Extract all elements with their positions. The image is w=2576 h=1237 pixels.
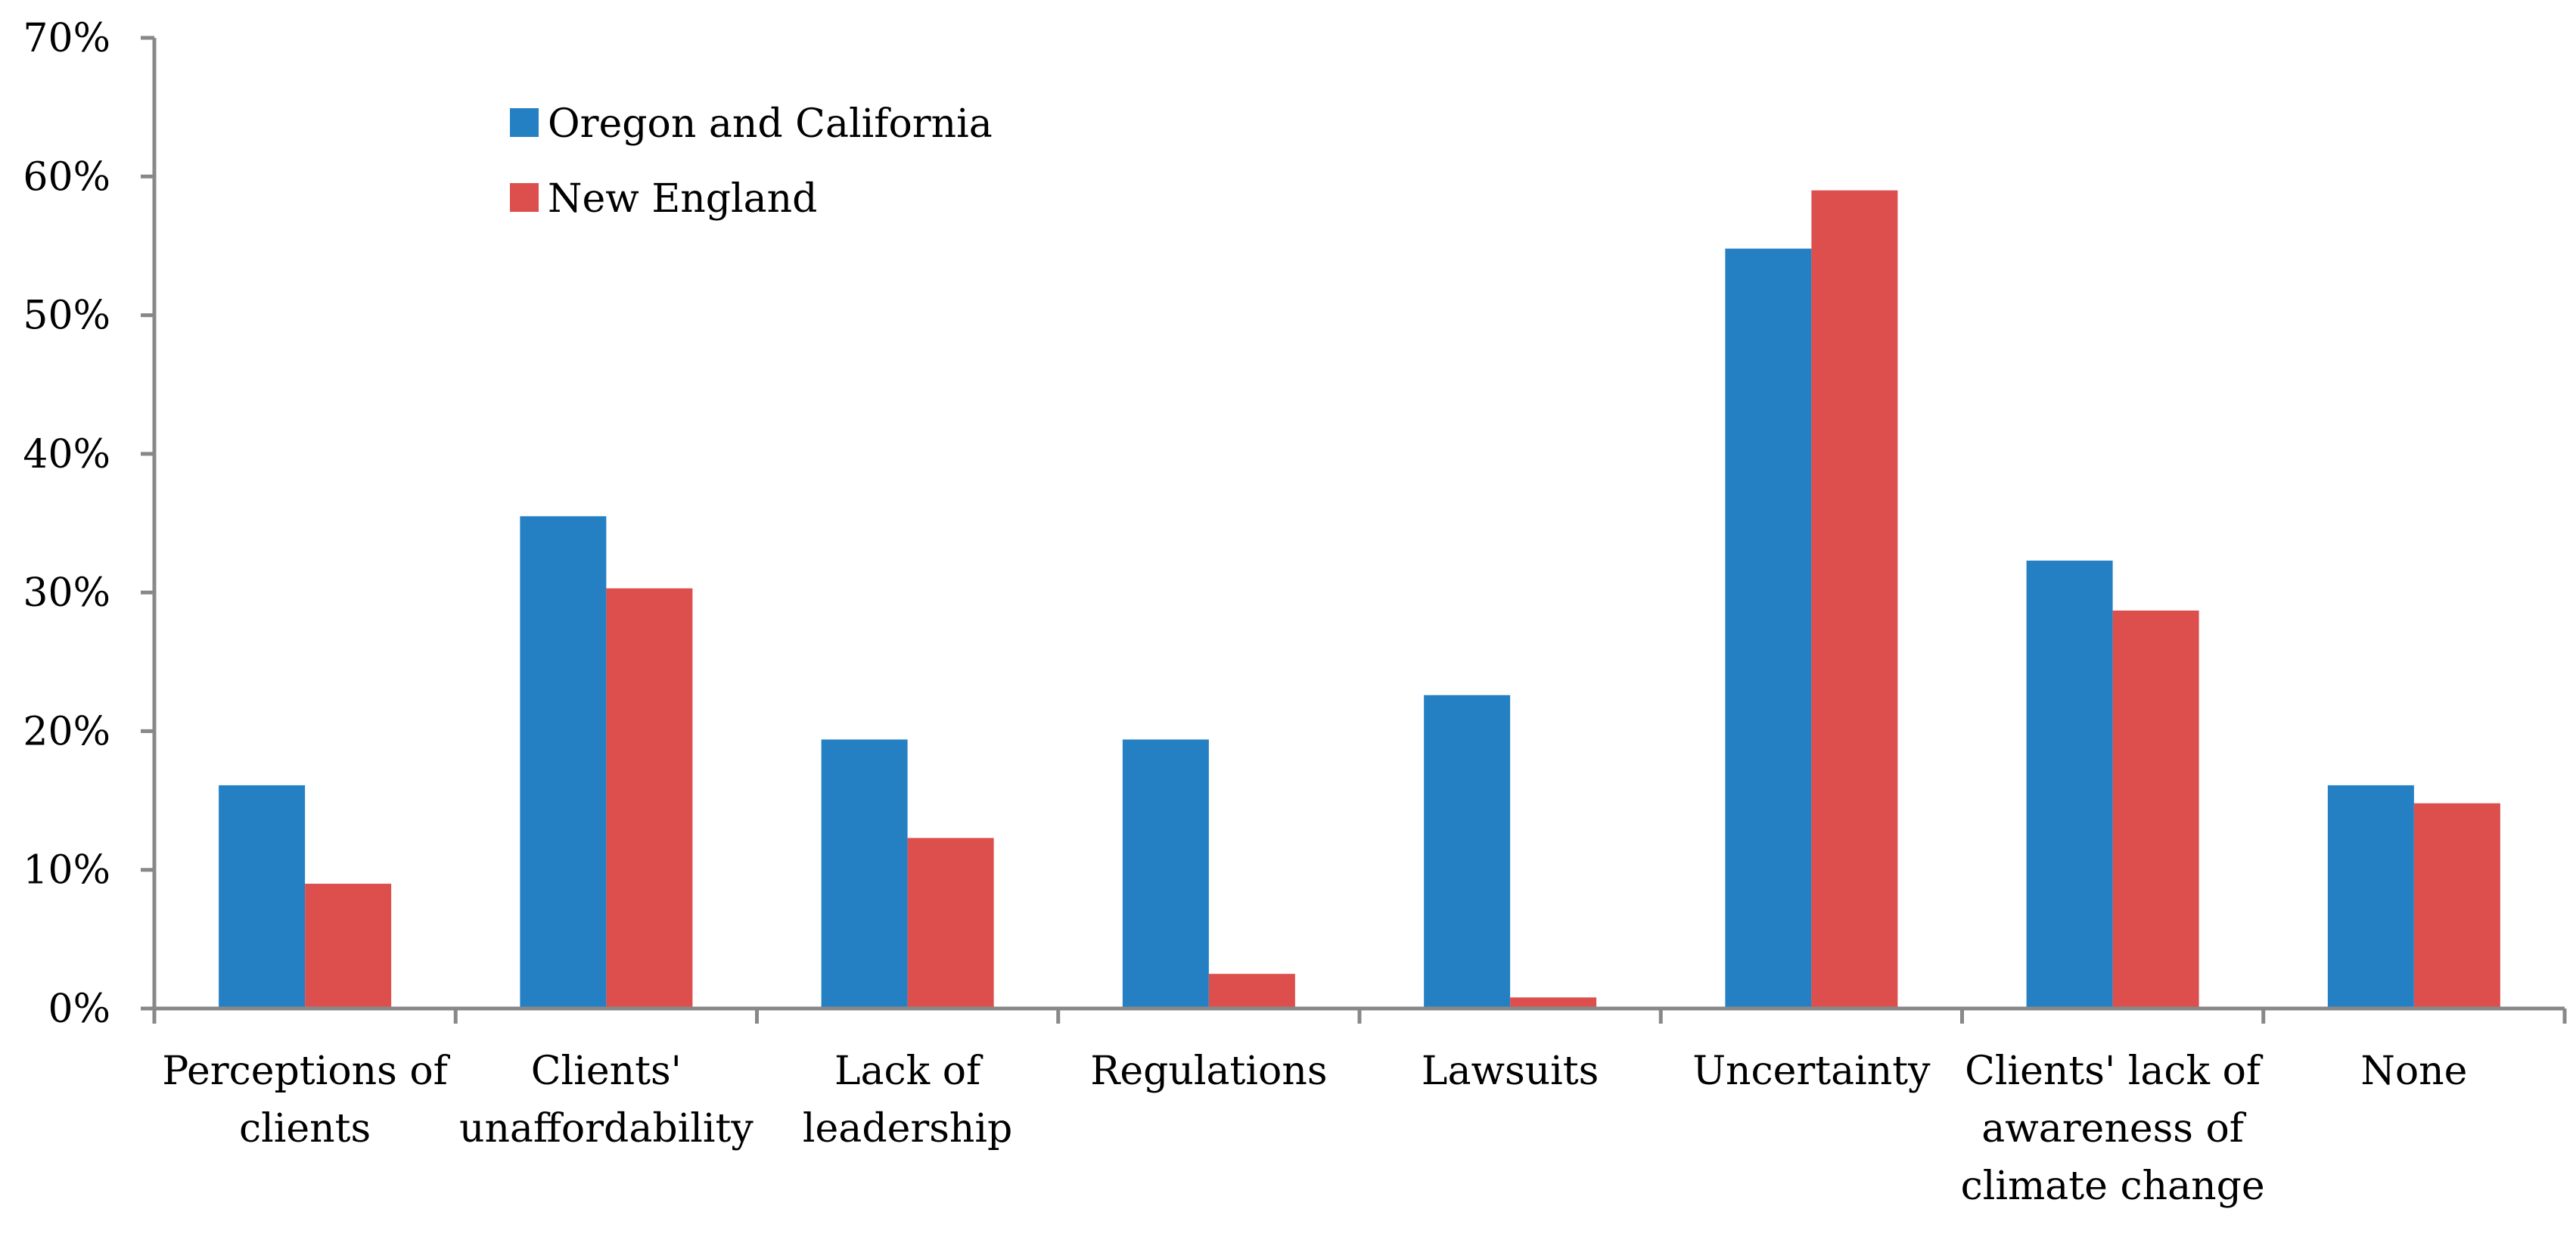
bar-oregon-california-6 [2026, 560, 2113, 1009]
x-category-label: Clients' unaffordability [459, 1049, 754, 1152]
legend-label-oregon-california: Oregon and California [548, 101, 993, 147]
bar-oregon-california-0 [219, 785, 306, 1009]
bar-oregon-california-7 [2327, 785, 2414, 1009]
y-axis: 0% 10% 20% 30% 40% 50% 60% 70% [23, 16, 157, 1032]
x-category-label: Uncertainty [1692, 1049, 1931, 1094]
bar-new-england-6 [2112, 610, 2199, 1009]
y-tick-label: 70% [23, 16, 110, 61]
y-tick-label: 20% [23, 709, 110, 754]
x-category-label: None [2360, 1049, 2467, 1094]
bar-oregon-california-3 [1122, 739, 1209, 1009]
x-category-label: Regulations [1090, 1049, 1327, 1094]
y-tick-label: 40% [23, 432, 110, 477]
x-category-label: Lack of leadership [803, 1049, 1012, 1152]
bar-oregon-california-5 [1725, 248, 1812, 1009]
legend-label-new-england: New England [548, 176, 817, 222]
legend-swatch-new-england [510, 183, 539, 212]
x-category-label: Lawsuits [1422, 1049, 1599, 1094]
bar-new-england-5 [1811, 190, 1898, 1009]
bar-new-england-0 [305, 884, 392, 1009]
bars [219, 190, 2500, 1009]
y-tick-label: 60% [23, 154, 110, 200]
bar-oregon-california-1 [520, 516, 607, 1009]
y-tick-label: 0% [48, 987, 111, 1032]
legend: Oregon and California New England [510, 101, 993, 222]
bar-new-england-2 [907, 838, 994, 1009]
x-category-label: Perceptions of clients [162, 1049, 450, 1152]
y-tick-label: 50% [23, 294, 110, 339]
bar-new-england-4 [1510, 997, 1597, 1009]
legend-swatch-oregon-california [510, 108, 539, 137]
bar-new-england-1 [606, 588, 693, 1009]
x-category-label: Clients' lack of awareness of climate chan… [1961, 1049, 2265, 1209]
bar-oregon-california-4 [1424, 695, 1511, 1009]
y-tick-label: 30% [23, 570, 110, 616]
y-tick-label: 10% [23, 848, 110, 894]
bar-new-england-7 [2413, 803, 2500, 1009]
bar-oregon-california-2 [821, 739, 908, 1009]
bar-new-england-3 [1208, 974, 1295, 1009]
